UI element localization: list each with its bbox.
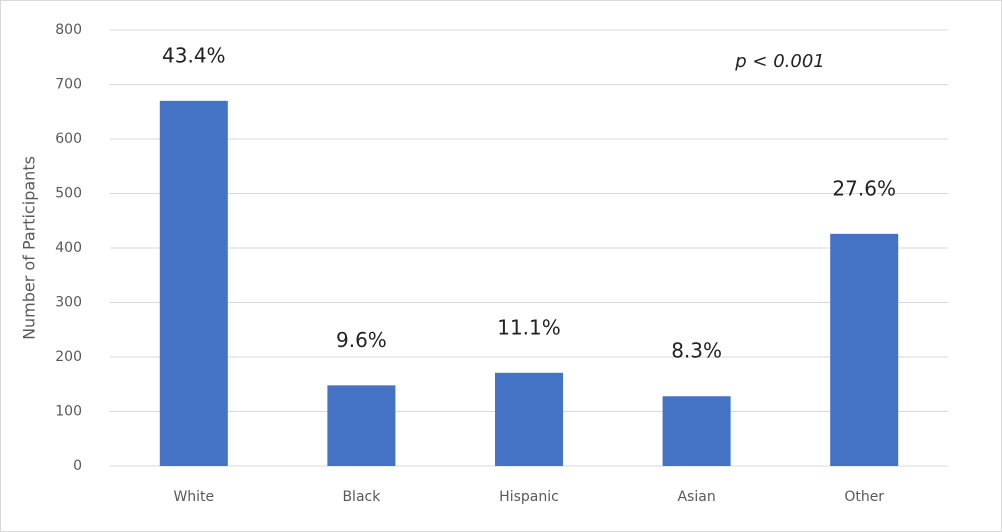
y-tick-label: 100 (55, 404, 82, 420)
bar (830, 233, 899, 466)
data-label: 27.6% (832, 176, 896, 200)
x-tick-label: Black (342, 489, 381, 505)
bar (159, 100, 228, 466)
y-tick-label: 600 (55, 131, 82, 147)
y-tick-label: 800 (55, 22, 82, 38)
data-label: 43.4% (162, 43, 226, 67)
y-tick-label: 200 (55, 349, 82, 365)
y-tick-label: 300 (55, 295, 82, 311)
x-tick-label: Asian (677, 489, 715, 505)
bar (327, 385, 396, 466)
data-label: 8.3% (671, 339, 722, 363)
bar (495, 372, 563, 466)
x-tick-label: White (173, 489, 214, 505)
y-tick-label: 500 (55, 186, 82, 202)
y-axis-title: Number of Participants (20, 156, 39, 340)
data-label: 9.6% (336, 328, 387, 352)
bar (662, 396, 731, 466)
x-tick-label: Hispanic (499, 489, 559, 505)
data-label: 11.1% (497, 315, 561, 339)
y-tick-label: 700 (55, 77, 82, 93)
y-tick-label: 0 (73, 458, 82, 474)
x-tick-label: Other (844, 489, 884, 505)
annotation: p < 0.001 (734, 51, 824, 72)
y-tick-label: 400 (55, 240, 82, 256)
